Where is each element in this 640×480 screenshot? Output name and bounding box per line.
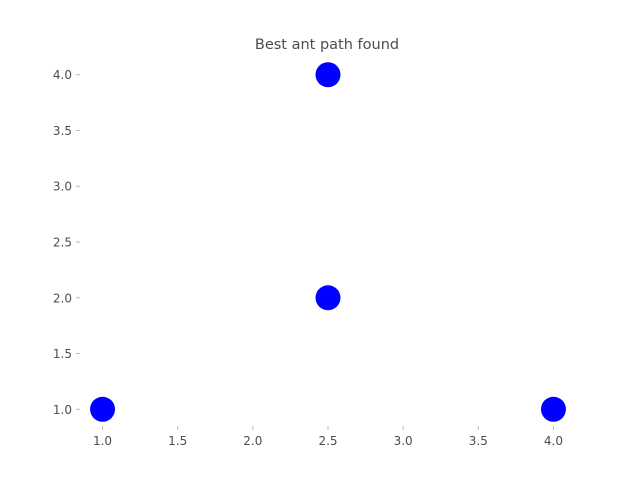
y-tick-label: 4.0 xyxy=(53,68,72,82)
x-axis: 1.0 1.5 2.0 2.5 3.0 3.5 4.0 xyxy=(93,426,563,448)
data-points xyxy=(90,62,566,422)
chart-title: Best ant path found xyxy=(255,37,399,53)
scatter-point xyxy=(540,396,566,422)
x-tick-label: 3.0 xyxy=(394,434,413,448)
x-tick-label: 2.0 xyxy=(243,434,262,448)
scatter-point xyxy=(90,396,116,422)
x-tick-label: 3.5 xyxy=(469,434,488,448)
x-tick-label: 4.0 xyxy=(544,434,563,448)
x-tick-label: 2.5 xyxy=(318,434,337,448)
y-axis: 1.0 1.5 2.0 2.5 3.0 3.5 4.0 xyxy=(53,68,80,417)
y-tick-label: 3.0 xyxy=(53,180,72,194)
scatter-point xyxy=(315,285,341,311)
scatter-point xyxy=(315,62,341,88)
y-tick-label: 1.5 xyxy=(53,347,72,361)
y-tick-label: 1.0 xyxy=(53,403,72,417)
y-tick-label: 2.0 xyxy=(53,291,72,305)
y-tick-label: 3.5 xyxy=(53,124,72,138)
x-tick-label: 1.0 xyxy=(93,434,112,448)
y-tick-label: 2.5 xyxy=(53,236,72,250)
x-tick-label: 1.5 xyxy=(168,434,187,448)
